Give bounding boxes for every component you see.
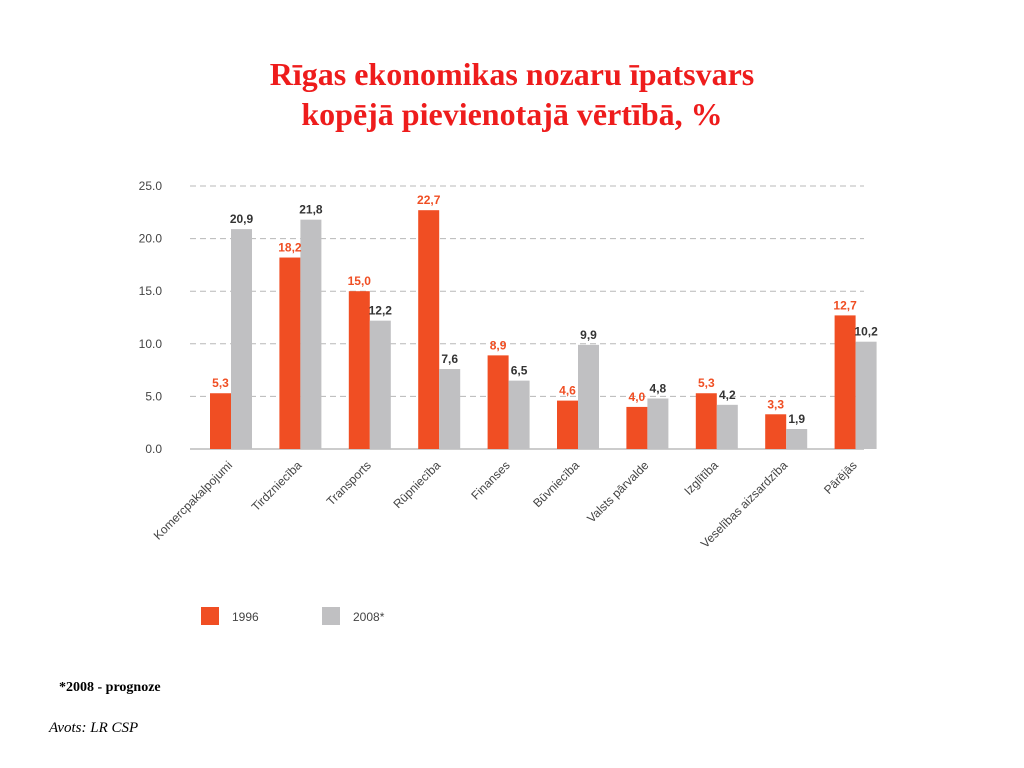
value-label: 10,2 [854,325,878,339]
bar-chart: 25.0 20.0 15.0 10.0 5.0 0.0 5,3 20,9 18,2 21,8 15… [139,179,878,625]
source-note: Avots: LR CSP [49,720,139,736]
bar-2008-8 [786,429,808,449]
value-label: 5,3 [212,376,229,390]
value-label: 18,2 [278,241,302,255]
value-label: 4,8 [650,382,667,396]
value-label: 5,3 [698,376,715,390]
bar-2008-5 [578,344,599,449]
bar-1996-5 [557,400,578,449]
bar-1996-9 [834,315,856,449]
value-label: 15,0 [348,274,372,288]
bar-2008-1 [300,219,322,449]
value-label: 12,2 [369,304,393,318]
value-labels: 5,3 20,9 18,2 21,8 15,0 12,2 22,7 7,6 8,9 6,5 4,6 9… [212,193,878,426]
value-label: 1,9 [788,412,805,426]
bars [210,210,877,449]
value-label: 12,7 [833,298,857,312]
category-labels: Komercpakalpojumi Tirdzniecība Transports R… [151,458,860,551]
bar-2008-6 [647,398,669,449]
category-label: Izglītība [681,458,721,498]
y-tick-label: 10.0 [139,337,163,351]
bar-1996-2 [348,291,370,449]
category-label: Pārējās [821,458,860,497]
bar-1996-8 [765,414,787,449]
category-label: Tirdzniecība [249,458,305,514]
y-tick-label: 5.0 [145,389,162,403]
bar-2008-3 [439,369,461,449]
bar-1996-7 [695,393,717,449]
legend-swatch [322,607,340,625]
value-label: 9,9 [580,328,597,342]
value-label: 4,2 [719,388,736,402]
value-label: 8,9 [490,338,507,352]
bar-1996-0 [210,393,231,449]
chart-title: Rīgas ekonomikas nozaru īpatsvars kopējā… [0,54,1024,134]
footnote: *2008 - prognoze [59,680,161,695]
title-line-1: Rīgas ekonomikas nozaru īpatsvars [269,56,755,92]
bar-1996-1 [279,257,301,449]
bar-1996-6 [626,406,648,449]
value-label: 7,6 [441,352,458,366]
bar-2008-0 [231,229,252,449]
bar-2008-9 [855,341,877,449]
category-label: Komercpakalpojumi [151,458,235,542]
category-label: Valsts pārvalde [584,458,652,526]
value-label: 20,9 [230,212,254,226]
bar-2008-7 [716,404,738,449]
category-label: Transports [324,458,374,508]
y-tick-label: 20.0 [139,232,163,246]
title-line-2: kopējā pievienotajā vērtībā, % [301,96,723,132]
category-label: Finanses [468,458,512,502]
category-label: Rūpniecība [390,458,443,511]
value-label: 21,8 [299,203,323,217]
value-label: 22,7 [417,193,441,207]
y-tick-label: 25.0 [139,179,163,193]
value-label: 4,0 [629,390,646,404]
bar-2008-4 [508,380,530,449]
legend-swatch [201,607,219,625]
y-tick-label: 15.0 [139,284,163,298]
category-label: Būvniecība [530,458,582,510]
bar-1996-3 [418,210,440,449]
y-axis: 25.0 20.0 15.0 10.0 5.0 0.0 [139,179,163,456]
value-label: 3,3 [767,397,784,411]
y-tick-label: 0.0 [145,442,162,456]
legend: 1996 2008* [201,607,385,625]
legend-label: 1996 [232,610,259,624]
bar-2008-2 [369,320,391,449]
value-label: 4,6 [559,384,576,398]
bar-1996-4 [487,355,509,449]
legend-label: 2008* [353,610,385,624]
value-label: 6,5 [511,364,528,378]
